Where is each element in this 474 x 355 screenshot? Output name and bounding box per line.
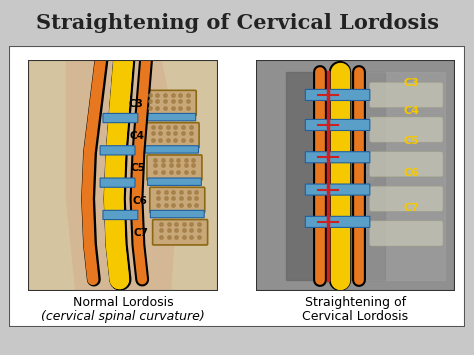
FancyBboxPatch shape [145,146,199,153]
Text: TriAlEx Copy
right. TriAl: TriAlEx Copy right. TriAl [334,169,377,182]
Text: C5: C5 [403,136,419,146]
Text: Normal Lordosis: Normal Lordosis [73,296,173,309]
FancyBboxPatch shape [150,187,205,213]
Text: C6: C6 [132,196,147,206]
FancyBboxPatch shape [142,113,196,121]
FancyBboxPatch shape [305,184,370,195]
FancyBboxPatch shape [147,178,201,185]
FancyBboxPatch shape [369,117,443,142]
Text: C3: C3 [403,78,419,88]
FancyBboxPatch shape [369,221,443,246]
Bar [365,72,445,280]
FancyBboxPatch shape [150,210,204,218]
FancyBboxPatch shape [100,146,135,155]
Text: (cervical spinal curvature): (cervical spinal curvature) [41,310,205,323]
FancyBboxPatch shape [305,89,370,100]
FancyBboxPatch shape [147,155,202,180]
FancyBboxPatch shape [305,152,370,163]
FancyBboxPatch shape [144,122,199,148]
FancyBboxPatch shape [103,113,138,122]
FancyBboxPatch shape [369,82,443,108]
Text: C4: C4 [403,106,419,116]
Polygon shape [66,60,180,291]
FancyBboxPatch shape [141,91,196,116]
Text: C7: C7 [403,203,419,213]
Text: Cervical Lordosis: Cervical Lordosis [302,310,409,323]
Text: C5: C5 [131,163,146,173]
Text: Straightening of: Straightening of [305,296,406,309]
FancyBboxPatch shape [103,210,138,219]
Text: C4: C4 [129,131,145,141]
Text: C3: C3 [128,99,143,109]
FancyBboxPatch shape [153,219,208,245]
FancyBboxPatch shape [369,186,443,212]
Text: Straightening of Cervical Lordosis: Straightening of Cervical Lordosis [36,13,438,33]
Text: C7: C7 [134,228,149,238]
FancyBboxPatch shape [305,119,370,131]
Text: C6: C6 [403,168,419,179]
FancyBboxPatch shape [305,216,370,228]
FancyBboxPatch shape [369,152,443,177]
FancyBboxPatch shape [100,178,135,187]
Bar [286,72,385,280]
